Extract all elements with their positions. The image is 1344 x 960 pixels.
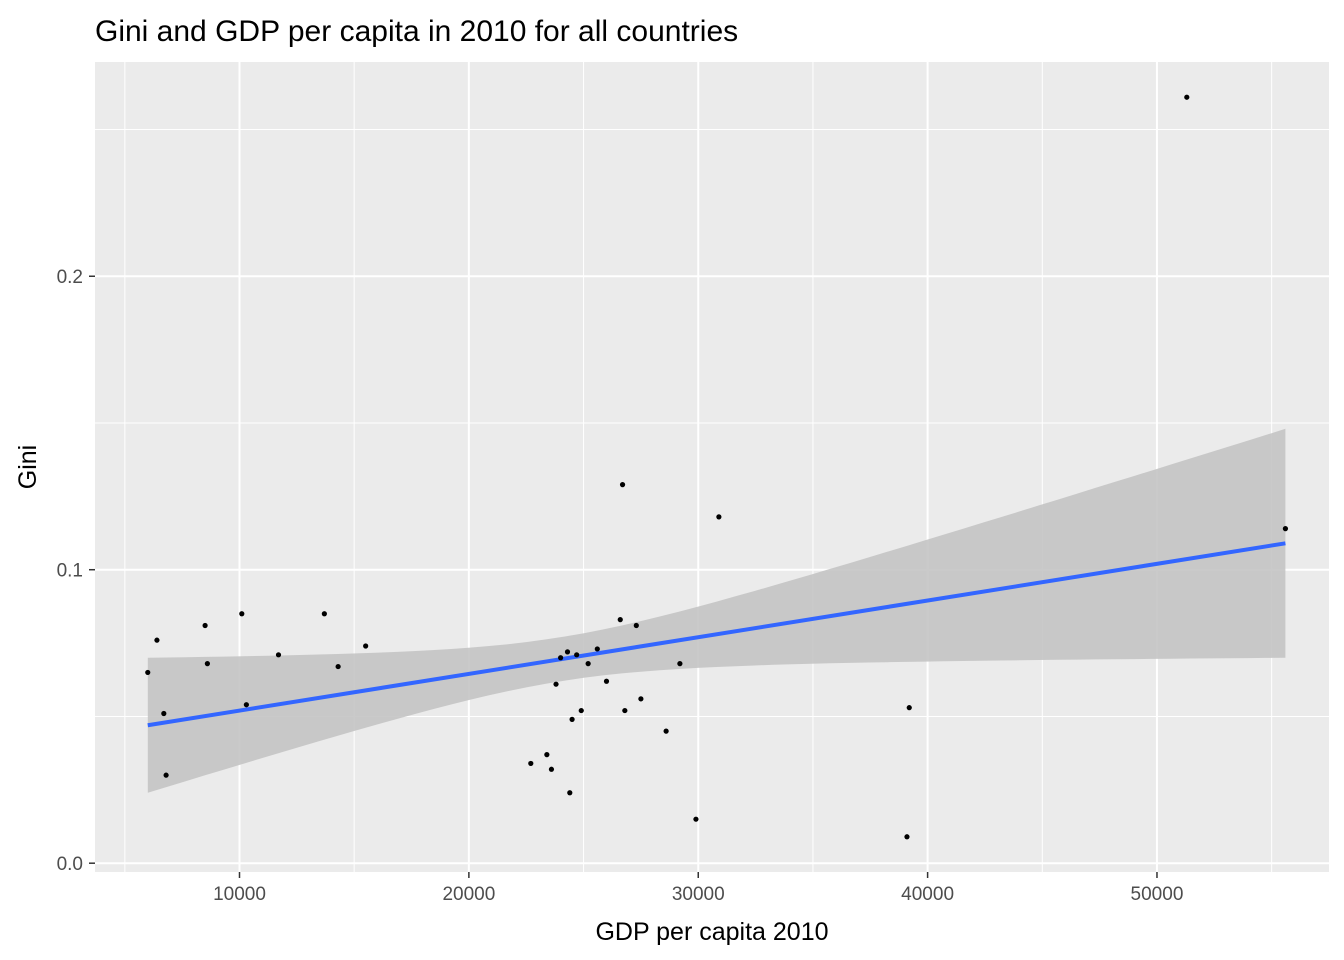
data-point xyxy=(716,514,722,520)
y-tick-label: 0.2 xyxy=(57,267,83,288)
data-point xyxy=(693,816,699,822)
x-tick-label: 50000 xyxy=(1131,884,1184,905)
data-point xyxy=(585,661,591,667)
data-point xyxy=(564,649,571,655)
data-point xyxy=(622,707,628,714)
y-axis: 0.0 0.1 0.2 xyxy=(57,267,95,875)
data-point xyxy=(1184,94,1190,100)
data-point xyxy=(243,702,249,708)
data-point xyxy=(275,652,282,658)
data-point xyxy=(904,834,910,840)
data-point xyxy=(558,655,564,661)
x-axis-label: GDP per capita 2010 xyxy=(595,918,828,946)
trend-line xyxy=(147,541,1286,728)
data-point xyxy=(202,622,208,629)
x-tick-label: 40000 xyxy=(901,884,954,905)
data-point xyxy=(569,716,575,722)
confidence-band xyxy=(147,428,1286,793)
data-point xyxy=(617,617,623,623)
chart-title: Gini and GDP per capita in 2010 for all … xyxy=(95,15,738,48)
data-point xyxy=(204,661,210,667)
data-points xyxy=(145,94,1289,840)
x-tick-label: 20000 xyxy=(442,884,495,905)
data-point xyxy=(161,710,167,717)
y-axis-label: Gini xyxy=(14,445,42,489)
confidence-band-layer xyxy=(147,428,1286,793)
data-point xyxy=(906,705,912,711)
data-point xyxy=(553,681,559,687)
data-point xyxy=(239,611,245,617)
data-point xyxy=(548,766,555,772)
data-point xyxy=(145,669,151,676)
data-point xyxy=(603,678,610,684)
data-point xyxy=(633,622,639,629)
data-point xyxy=(578,707,584,714)
data-point xyxy=(619,482,626,488)
x-tick-label: 10000 xyxy=(213,884,266,905)
x-axis: 10000 20000 30000 40000 50000 xyxy=(213,872,1183,905)
data-point xyxy=(154,637,160,643)
data-point xyxy=(544,752,550,758)
y-tick-label: 0.1 xyxy=(57,561,83,582)
trend-line-layer xyxy=(147,541,1286,728)
data-point xyxy=(574,652,580,658)
data-point xyxy=(663,728,669,734)
data-point xyxy=(638,696,644,702)
data-point xyxy=(528,760,534,767)
data-point xyxy=(567,790,573,796)
data-point xyxy=(163,772,169,778)
data-point xyxy=(594,646,600,652)
data-point xyxy=(335,663,341,670)
x-tick-label: 30000 xyxy=(672,884,725,905)
data-point xyxy=(677,661,683,667)
y-tick-label: 0.0 xyxy=(57,854,83,875)
data-point xyxy=(1282,526,1289,532)
data-point xyxy=(321,611,327,617)
data-point xyxy=(363,643,369,649)
